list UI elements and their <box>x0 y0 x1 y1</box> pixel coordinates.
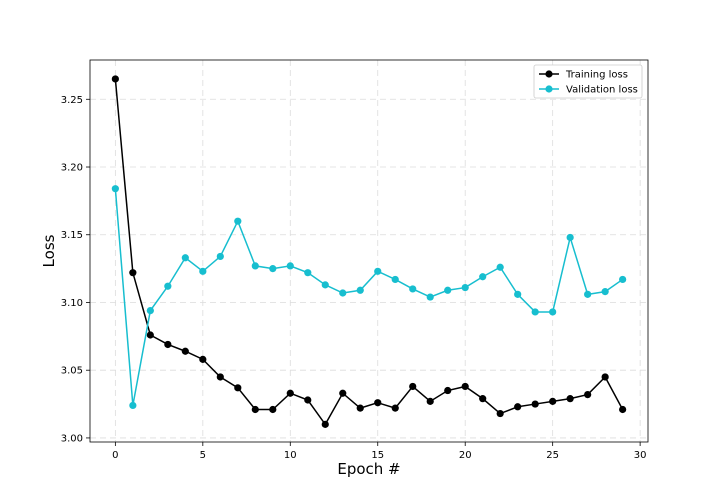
legend-label: Validation loss <box>566 85 638 96</box>
y-tick-label: 3.25 <box>61 95 83 106</box>
data-point <box>339 289 347 297</box>
data-point <box>584 290 592 298</box>
x-tick-label: 0 <box>112 450 118 461</box>
data-point <box>426 293 434 301</box>
series-training-loss <box>111 75 627 428</box>
data-point <box>549 308 557 316</box>
data-point <box>374 267 382 275</box>
data-point <box>496 409 504 418</box>
data-point <box>251 262 259 270</box>
legend-label: Training loss <box>565 70 628 81</box>
data-point <box>146 307 154 315</box>
data-point <box>181 347 189 355</box>
legend-marker <box>545 70 553 78</box>
data-point <box>601 373 609 381</box>
data-point <box>531 400 539 408</box>
y-tick-label: 3.10 <box>61 298 83 309</box>
data-point <box>321 420 329 428</box>
data-point <box>286 262 294 270</box>
data-point <box>391 404 399 412</box>
data-point <box>619 405 627 414</box>
data-point <box>496 263 504 271</box>
data-point <box>129 401 137 410</box>
data-point <box>199 267 207 275</box>
data-point <box>409 382 417 391</box>
data-point <box>304 396 312 404</box>
series-line <box>114 78 624 426</box>
data-point <box>199 355 207 363</box>
data-point <box>514 403 522 411</box>
data-point <box>566 233 574 242</box>
data-point <box>146 331 154 339</box>
data-point <box>514 290 522 298</box>
data-point <box>251 405 259 414</box>
data-point <box>479 395 487 403</box>
data-point <box>619 275 627 284</box>
data-point <box>461 382 469 391</box>
x-tick-label: 20 <box>459 450 472 461</box>
legend-marker <box>545 85 553 93</box>
series-line <box>114 188 624 406</box>
series-layer <box>111 75 627 428</box>
data-point <box>286 389 294 397</box>
data-point <box>409 285 417 293</box>
data-point <box>321 281 329 289</box>
x-axis-label: Epoch # <box>337 460 400 478</box>
axis-ticks: 0 5 10 15 20 25 30 3.00 3.05 3.10 3.15 3.20 3.25 <box>61 95 647 461</box>
data-point <box>269 265 277 273</box>
data-point <box>549 397 557 405</box>
data-point <box>181 254 189 262</box>
legend: Training loss Validation loss <box>533 64 643 99</box>
data-point <box>304 269 312 277</box>
data-point <box>531 308 539 316</box>
legend-box <box>533 64 643 99</box>
series-validation-loss <box>111 185 627 410</box>
y-axis-label: Loss <box>40 234 58 267</box>
data-point <box>426 397 434 405</box>
y-tick-label: 3.20 <box>61 163 83 174</box>
data-point <box>216 373 224 381</box>
y-tick-label: 3.15 <box>61 230 83 241</box>
x-tick-label: 15 <box>371 450 384 461</box>
data-point <box>339 389 347 397</box>
y-tick-label: 3.00 <box>61 433 83 444</box>
x-tick-label: 25 <box>546 450 559 461</box>
data-point <box>444 386 452 395</box>
data-point <box>374 399 382 407</box>
data-point <box>584 390 592 399</box>
data-point <box>444 286 452 294</box>
data-point <box>216 252 224 261</box>
x-tick-label: 5 <box>200 450 206 461</box>
data-point <box>129 269 137 277</box>
x-tick-label: 30 <box>634 450 647 461</box>
data-point <box>601 288 609 296</box>
grid-lines <box>90 60 648 442</box>
y-tick-label: 3.05 <box>61 366 83 377</box>
data-point <box>479 273 487 281</box>
data-point <box>461 283 469 292</box>
data-point <box>111 185 119 193</box>
x-tick-label: 10 <box>284 450 297 461</box>
data-point <box>164 282 172 290</box>
data-point <box>391 275 399 284</box>
data-point <box>111 75 119 83</box>
data-point <box>269 405 277 414</box>
data-point <box>234 217 242 225</box>
data-point <box>356 286 364 294</box>
data-point <box>234 384 242 392</box>
data-point <box>164 340 172 349</box>
data-point <box>566 395 574 403</box>
data-point <box>356 404 364 412</box>
plot-frame <box>89 59 649 443</box>
